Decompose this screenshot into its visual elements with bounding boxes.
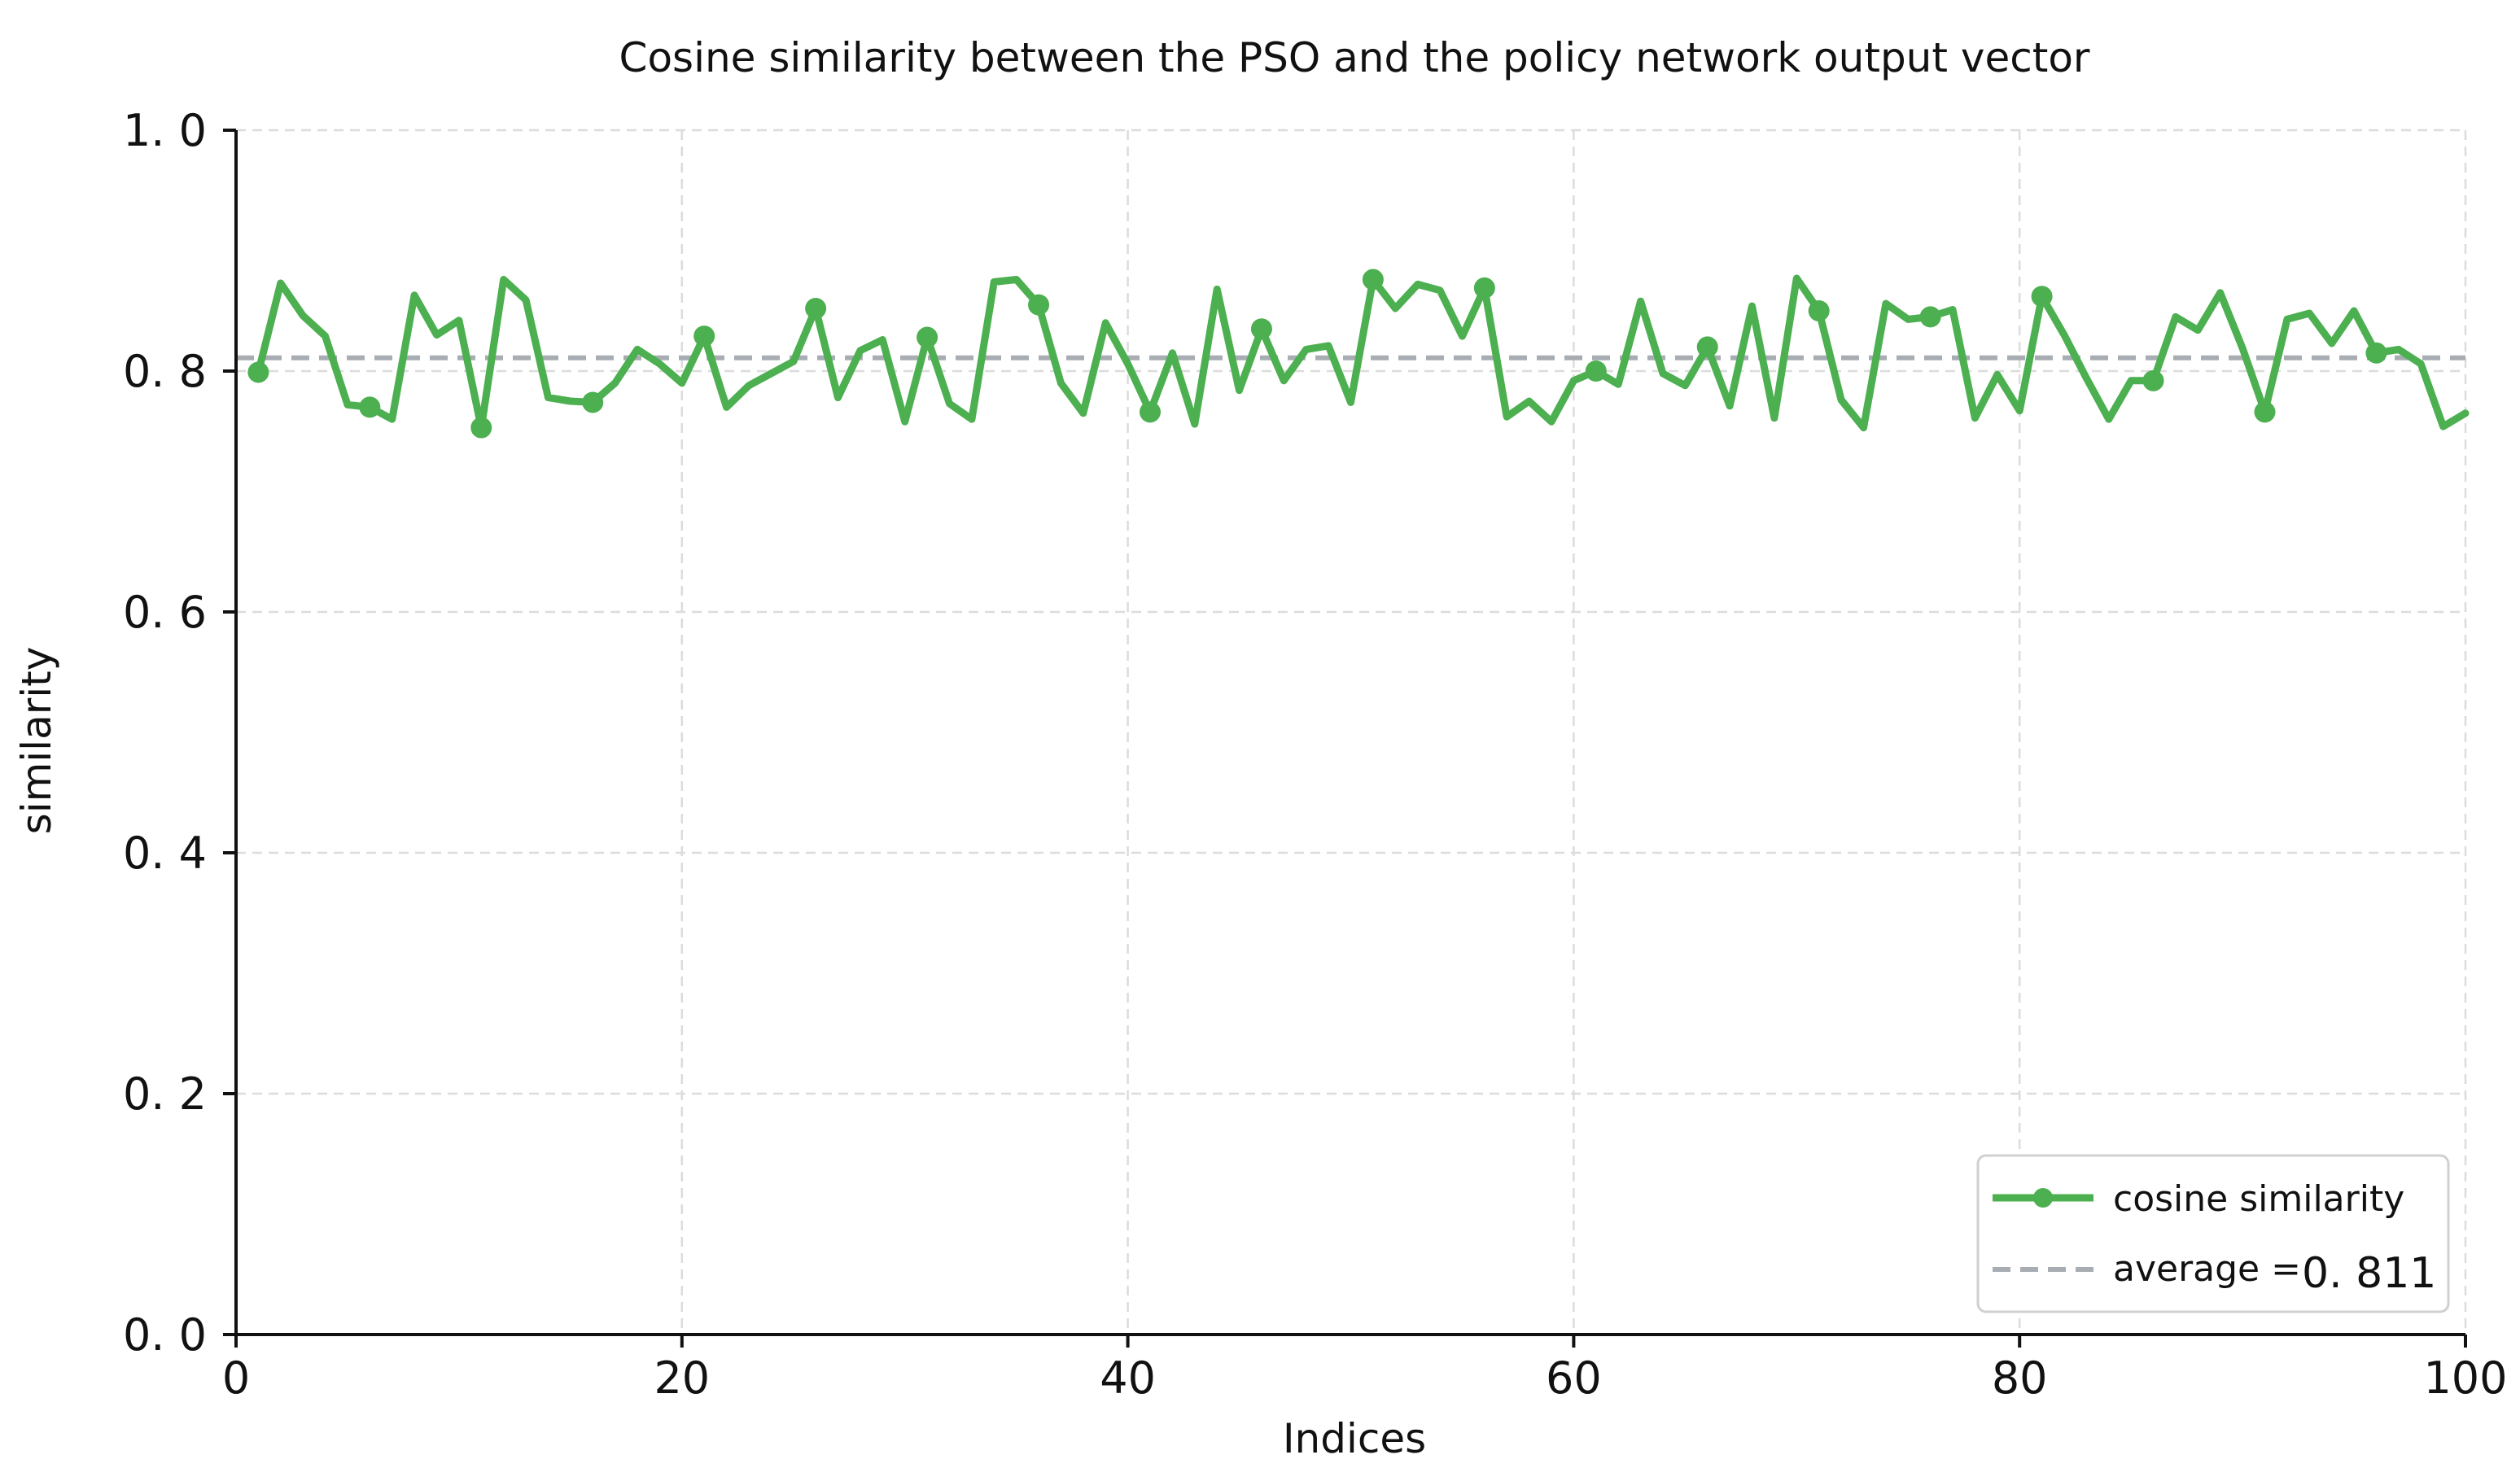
data-point-marker	[693, 325, 715, 347]
axes	[223, 129, 2467, 1348]
data-point-marker	[582, 391, 604, 413]
x-tick-label: 40	[1100, 1352, 1156, 1404]
x-tick-label: 60	[1546, 1352, 1602, 1404]
legend-box	[1976, 1154, 2450, 1313]
y-tick-label: 0. 8	[123, 346, 207, 397]
data-point-marker	[2254, 401, 2276, 423]
x-tick-label: 0	[222, 1352, 250, 1404]
data-point-marker	[2142, 369, 2164, 391]
data-point-marker	[2031, 286, 2053, 308]
y-axis-label: similarity	[13, 647, 60, 835]
data-point-marker	[2365, 342, 2387, 364]
x-tick-label: 20	[654, 1352, 710, 1404]
data-point-marker	[1808, 300, 1830, 321]
grid-lines	[236, 129, 2467, 1335]
data-point-marker	[917, 326, 938, 348]
series-layer	[247, 269, 2470, 439]
legend-average-value: 0. 811	[2302, 1249, 2436, 1298]
data-point-marker	[1919, 306, 1941, 328]
legend-series-marker	[2033, 1188, 2053, 1208]
data-point-marker	[1028, 294, 1050, 316]
chart-title: Cosine similarity between the PSO and th…	[619, 34, 2090, 81]
x-axis-label: Indices	[1283, 1415, 1426, 1462]
legend: cosine similarity average = 0. 811	[1976, 1154, 2450, 1313]
y-tick-label: 0. 6	[123, 587, 207, 638]
data-point-marker	[1362, 269, 1384, 291]
data-point-marker	[247, 361, 269, 383]
data-point-marker	[470, 417, 492, 439]
y-tick-label: 0. 0	[123, 1309, 207, 1361]
data-point-marker	[1696, 336, 1718, 358]
legend-average-label: average =	[2113, 1248, 2301, 1290]
legend-series-label: cosine similarity	[2113, 1178, 2404, 1220]
data-point-marker	[359, 396, 381, 418]
data-point-marker	[1250, 318, 1272, 340]
data-point-marker	[1585, 360, 1607, 382]
series-line-cosine-similarity	[254, 274, 2470, 432]
x-tick-label: 100	[2423, 1352, 2507, 1404]
data-point-marker	[1139, 401, 1161, 423]
y-tick-label: 0. 4	[123, 828, 207, 879]
y-tick-label: 1. 0	[123, 105, 207, 156]
data-point-marker	[805, 298, 827, 320]
data-point-marker	[1473, 277, 1495, 299]
y-tick-label: 0. 2	[123, 1068, 207, 1120]
tick-labels: 0 20 40 60 80 100 0. 0 0. 2 0. 4 0. 6 0. 8 1. 0	[123, 105, 2508, 1404]
x-tick-label: 80	[1992, 1352, 2048, 1404]
